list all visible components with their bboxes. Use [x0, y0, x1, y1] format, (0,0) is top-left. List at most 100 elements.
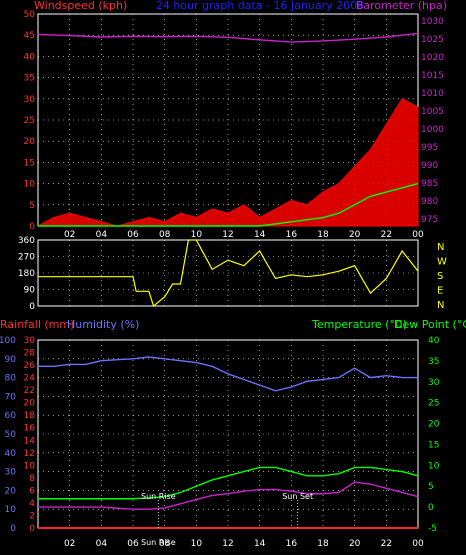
- humidity-tick-label: 30: [5, 468, 17, 478]
- chart-title: 24 hour graph data - 16 January 2006: [156, 0, 364, 12]
- rainfall-tick-label: 20: [24, 399, 36, 409]
- direction-degree-labels: 0 90 180 270 360: [18, 236, 35, 312]
- barometer-tick-label: 985: [421, 179, 438, 189]
- rainfall-tick-label: 30: [24, 336, 36, 346]
- barometer-tick-label: 1010: [421, 89, 444, 99]
- barometer-tick-label: 995: [421, 143, 438, 153]
- windspeed-tick-label: 35: [24, 74, 35, 84]
- rainfall-tick-label: 0: [29, 524, 35, 534]
- temperature-tick-label: 40: [428, 336, 440, 346]
- windspeed-tick-labels: 0 5 10 15 20 25 30 35 40 45 50: [24, 10, 36, 232]
- dewpoint-line: [38, 481, 419, 510]
- humidity-tick-label: 90: [5, 355, 17, 365]
- direction-panel-grid: [38, 240, 418, 306]
- rainfall-axis-title: Rainfall (mm): [0, 318, 74, 331]
- gust-series-area: [37, 98, 419, 227]
- wind-panel-series: [37, 32, 419, 227]
- wind-panel-grid: [38, 14, 418, 226]
- temp-hour-tick-label: 16: [286, 539, 298, 549]
- rainfall-tick-label: 22: [24, 386, 35, 396]
- barometer-tick-label: 1005: [421, 107, 444, 117]
- temp-hour-tick-label: 18: [317, 539, 329, 549]
- temp-hour-tick-label: 02: [64, 539, 75, 549]
- humidity-tick-labels: 0 10 20 30 40 50 60 70 80 90 100: [0, 336, 16, 534]
- temperature-tick-labels: -5 0 5 10 15 20 25 30 35 40: [428, 336, 440, 534]
- rainfall-tick-label: 24: [24, 374, 36, 384]
- compass-label: E: [437, 286, 443, 297]
- temp-hour-tick-label: 04: [96, 539, 108, 549]
- rainfall-tick-label: 10: [24, 461, 36, 471]
- compass-label: N: [437, 300, 444, 311]
- windspeed-tick-label: 10: [24, 180, 36, 190]
- temp-hour-tick-label: 10: [191, 539, 203, 549]
- humidity-tick-label: 80: [5, 374, 17, 384]
- rainfall-tick-label: 4: [29, 499, 35, 509]
- direction-degree-label: 360: [18, 236, 35, 246]
- wind-hour-tick-label: 02: [64, 230, 75, 240]
- direction-degree-label: 0: [29, 302, 35, 312]
- windspeed-tick-label: 15: [24, 158, 35, 168]
- barometer-axis-title: Barometer (hpa): [356, 0, 447, 12]
- windspeed-tick-label: 5: [29, 201, 35, 211]
- windspeed-tick-label: 25: [24, 116, 35, 126]
- barometer-tick-labels: 975 980 985 990 995 1000 1005 1010 1015 1020 1025 1…: [421, 17, 444, 225]
- direction-panel-series: [38, 239, 419, 308]
- temperature-tick-label: 20: [428, 420, 440, 430]
- direction-degree-label: 270: [18, 253, 35, 263]
- temp-hour-tick-label: 08: [159, 539, 171, 549]
- wind-hour-tick-label: 10: [191, 230, 203, 240]
- temperature-tick-label: 0: [428, 503, 434, 513]
- temp-hour-tick-label: 06: [127, 539, 139, 549]
- barometer-tick-label: 1025: [421, 35, 444, 45]
- barometer-tick-label: 1015: [421, 71, 444, 81]
- temp-hour-tick-label: 12: [222, 539, 233, 549]
- windspeed-tick-label: 45: [24, 31, 35, 41]
- wind-axis-title: Windspeed (kph): [34, 0, 127, 12]
- windspeed-tick-label: 50: [24, 10, 36, 20]
- barometer-tick-label: 980: [421, 197, 438, 207]
- humidity-line: [38, 356, 418, 392]
- barometer-tick-label: 1000: [421, 125, 444, 135]
- wind-hour-tick-label: 22: [381, 230, 392, 240]
- rainfall-tick-label: 8: [29, 474, 35, 484]
- average-wind-line: [38, 182, 419, 227]
- compass-label: N: [437, 242, 444, 253]
- wind-hour-tick-label: 18: [317, 230, 329, 240]
- temperature-tick-label: 35: [428, 357, 439, 367]
- wind-hour-tick-label: 20: [349, 230, 361, 240]
- temperature-tick-label: 30: [428, 378, 440, 388]
- temp-panel-grid: [38, 340, 418, 528]
- humidity-tick-label: 40: [5, 449, 17, 459]
- humidity-axis-title: Humidity (%): [67, 318, 139, 331]
- temp-hour-tick-label: 22: [381, 539, 392, 549]
- humidity-tick-label: 60: [5, 411, 17, 421]
- windspeed-tick-label: 20: [24, 137, 36, 147]
- humidity-tick-label: 20: [5, 486, 17, 496]
- humidity-tick-label: 70: [5, 392, 17, 402]
- direction-degree-label: 180: [18, 269, 35, 279]
- sunrise-axis-marker-label: Sun Rise: [141, 538, 176, 547]
- rainfall-tick-label: 28: [24, 349, 36, 359]
- barometer-tick-label: 990: [421, 161, 438, 171]
- temperature-tick-label: 10: [428, 461, 440, 471]
- sun-annotation-label: Sun Rise: [141, 492, 176, 501]
- temp-panel-series: [38, 356, 419, 529]
- temp-hour-tick-label: 20: [349, 539, 361, 549]
- sun-annotation-label: Sun Set: [282, 492, 313, 501]
- wind-hour-tick-label: 16: [286, 230, 298, 240]
- temp-hour-tick-label: 00: [412, 539, 424, 549]
- rainfall-tick-label: 26: [24, 361, 36, 371]
- rainfall-tick-label: 16: [24, 424, 36, 434]
- barometer-tick-label: 975: [421, 215, 438, 225]
- temp-hour-tick-labels: 02 04 06 08 10 12 14 16 18 20 22 00: [64, 539, 424, 549]
- sun-annotations: Sun Rise Sun Set Sun Rise: [141, 492, 313, 547]
- wind-direction-line: [38, 239, 419, 308]
- rainfall-tick-label: 2: [29, 511, 35, 521]
